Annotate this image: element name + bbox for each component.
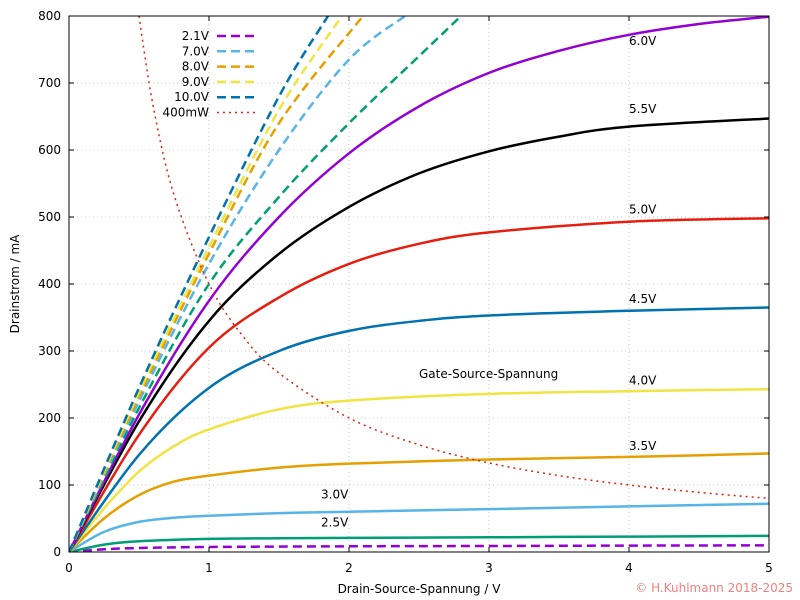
legend-label: 8.0V bbox=[182, 60, 210, 74]
curve-label: 4.5V bbox=[629, 292, 657, 306]
y-tick-label: 600 bbox=[38, 143, 61, 157]
legend-label: 2.1V bbox=[182, 29, 210, 43]
series-7-0v bbox=[69, 16, 462, 552]
y-tick-label: 500 bbox=[38, 210, 61, 224]
x-tick-label: 1 bbox=[205, 561, 213, 575]
y-tick-label: 400 bbox=[38, 277, 61, 291]
series-3-0v bbox=[69, 502, 769, 552]
legend-label: 9.0V bbox=[182, 75, 210, 89]
series-layer bbox=[69, 16, 769, 552]
y-tick-label: 300 bbox=[38, 344, 61, 358]
x-tick-label: 4 bbox=[625, 561, 633, 575]
series-4-5v bbox=[69, 306, 769, 552]
curve-label: 5.0V bbox=[629, 203, 657, 217]
y-tick-label: 0 bbox=[53, 545, 61, 559]
curve-label: 3.5V bbox=[629, 439, 657, 453]
curve-labels: 6.0V 5.5V 5.0V 4.5V 4.0V 3.5V 3.0V 2.5V bbox=[321, 34, 657, 530]
series-2-1v bbox=[69, 544, 769, 552]
series-5-0v bbox=[69, 217, 769, 552]
annotation-gate-source: Gate-Source-Spannung bbox=[419, 367, 558, 381]
series-2-5v bbox=[69, 534, 769, 552]
series-4-0v bbox=[69, 387, 769, 552]
series-5-5v bbox=[69, 117, 769, 552]
curve-label: 6.0V bbox=[629, 34, 657, 48]
x-axis-label: Drain-Source-Spannung / V bbox=[338, 582, 502, 596]
series-11-0v bbox=[69, 16, 330, 552]
x-tick-label: 0 bbox=[65, 561, 73, 575]
legend-label: 10.0V bbox=[174, 90, 210, 104]
y-axis-label: Drainstrom / mA bbox=[8, 234, 22, 333]
curve-label: 3.0V bbox=[321, 487, 349, 501]
axis-ticks: 0 1 2 3 4 5 0 100 200 300 400 500 600 700 800 bbox=[38, 9, 773, 575]
y-tick-label: 100 bbox=[38, 478, 61, 492]
y-tick-label: 200 bbox=[38, 411, 61, 425]
legend-label: 400mW bbox=[163, 106, 210, 120]
curve-label: 4.0V bbox=[629, 374, 657, 388]
legend-label: 7.0V bbox=[182, 44, 210, 58]
x-tick-label: 2 bbox=[345, 561, 353, 575]
series-6-0v bbox=[69, 16, 769, 552]
x-tick-label: 5 bbox=[765, 561, 773, 575]
curve-label: 2.5V bbox=[321, 516, 349, 530]
curve-label: 5.5V bbox=[629, 102, 657, 116]
series-3-5v bbox=[69, 452, 769, 552]
series-8-0v bbox=[69, 16, 406, 552]
x-tick-label: 3 bbox=[485, 561, 493, 575]
copyright-text: © H.Kuhlmann 2018-2025 bbox=[635, 581, 793, 595]
y-tick-label: 800 bbox=[38, 9, 61, 23]
y-tick-label: 700 bbox=[38, 76, 61, 90]
